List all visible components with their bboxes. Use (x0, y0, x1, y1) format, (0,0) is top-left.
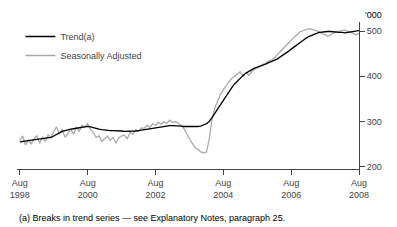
svg-text:200: 200 (367, 162, 382, 172)
svg-text:Aug1998: Aug1998 (10, 178, 30, 200)
svg-text:Seasonally Adjusted: Seasonally Adjusted (60, 51, 141, 61)
svg-text:500: 500 (367, 26, 382, 36)
svg-text:Trend(a): Trend(a) (60, 32, 94, 42)
svg-text:'000: '000 (365, 10, 382, 20)
svg-text:Aug2008: Aug2008 (349, 178, 369, 200)
svg-text:Aug2000: Aug2000 (78, 178, 98, 200)
svg-text:Aug2006: Aug2006 (281, 178, 301, 200)
svg-text:Aug2002: Aug2002 (145, 178, 165, 200)
svg-text:Aug2004: Aug2004 (213, 178, 233, 200)
svg-text:300: 300 (367, 117, 382, 127)
svg-text:(a) Breaks in trend series — s: (a) Breaks in trend series — see Explana… (19, 213, 285, 223)
svg-text:400: 400 (367, 71, 382, 81)
